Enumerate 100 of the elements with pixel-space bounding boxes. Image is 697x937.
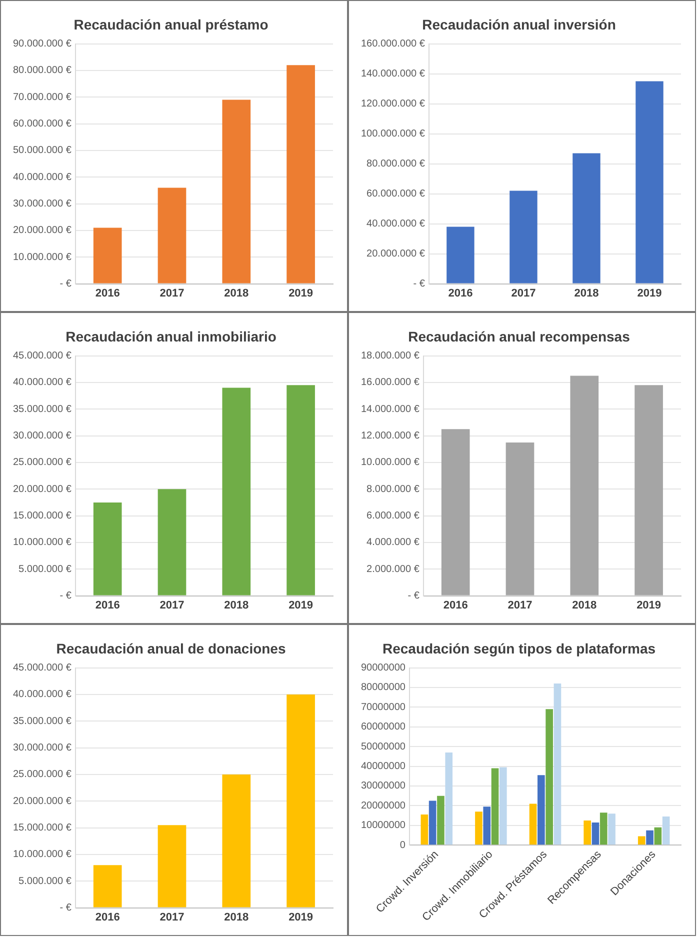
chart-title: Recaudación anual inmobiliario: [66, 328, 276, 344]
y-tick-label: 40.000.000 €: [13, 172, 72, 183]
bar: [546, 709, 553, 845]
y-tick-label: - €: [413, 278, 426, 290]
bar: [93, 865, 122, 908]
y-tick-label: 90000000: [360, 662, 406, 674]
y-tick-label: 70.000.000 €: [13, 92, 72, 103]
y-tick-label: 40.000.000 €: [366, 218, 426, 230]
y-tick-label: 30.000.000 €: [13, 198, 72, 210]
y-tick-label: 45.000.000 €: [13, 662, 72, 674]
y-tick-label: 15.000.000 €: [13, 822, 72, 834]
y-tick-label: 35.000.000 €: [13, 716, 72, 727]
y-tick-label: 30.000.000 €: [13, 430, 72, 442]
bar: [222, 100, 251, 284]
bar: [286, 694, 315, 908]
bar: [638, 836, 646, 845]
y-tick-label: 100.000.000 €: [360, 128, 426, 140]
bar: [445, 752, 453, 845]
y-tick-label: 25.000.000 €: [13, 769, 72, 780]
y-tick-label: 80.000.000 €: [13, 65, 72, 76]
x-tick-label: 2016: [95, 287, 120, 300]
y-tick-label: 60.000.000 €: [13, 118, 72, 130]
y-tick-label: 50000000: [360, 741, 406, 752]
y-tick-label: 45.000.000 €: [13, 350, 72, 362]
bar: [662, 816, 670, 845]
y-tick-label: 60.000.000 €: [366, 188, 426, 200]
chart-title: Recaudación anual préstamo: [74, 16, 268, 32]
bar: [483, 806, 491, 845]
y-tick-label: 18.000.000 €: [361, 350, 420, 362]
x-tick-label: 2019: [288, 911, 314, 924]
x-tick-label: 2017: [160, 911, 184, 924]
y-tick-label: 50.000.000 €: [13, 145, 72, 156]
bar: [158, 825, 186, 908]
x-tick-label: 2018: [574, 287, 599, 300]
y-tick-label: 12.000.000 €: [361, 430, 420, 442]
x-tick-label: 2018: [224, 911, 249, 924]
bar: [93, 502, 122, 596]
y-tick-label: 40.000.000 €: [13, 689, 72, 700]
y-tick-label: 80.000.000 €: [366, 158, 426, 170]
x-tick-label: 2016: [448, 287, 473, 300]
y-tick-label: 10.000.000 €: [13, 537, 72, 548]
y-tick-label: 20000000: [360, 800, 406, 812]
bar: [499, 767, 507, 845]
y-tick-label: - €: [60, 590, 72, 602]
x-tick-label: 2017: [160, 287, 184, 300]
y-tick-label: 80000000: [360, 682, 406, 694]
y-tick-label: 20.000.000 €: [13, 796, 72, 807]
bar: [646, 830, 654, 845]
x-tick-label: 2019: [288, 599, 314, 612]
x-tick-label: 2016: [443, 599, 468, 612]
y-tick-label: 15.000.000 €: [13, 510, 72, 522]
y-tick-label: 40.000.000 €: [13, 377, 72, 388]
y-tick-label: 35.000.000 €: [13, 404, 72, 415]
x-tick-label: 2019: [637, 287, 662, 300]
y-tick-label: 10000000: [360, 820, 406, 832]
y-tick-label: 20.000.000 €: [366, 248, 426, 260]
y-tick-label: 5.000.000 €: [18, 876, 72, 887]
chart-title: Recaudación anual inversión: [422, 16, 616, 32]
y-tick-label: 8.000.000 €: [366, 484, 420, 495]
bar: [222, 774, 251, 908]
bar: [286, 385, 315, 596]
bar: [570, 376, 599, 596]
y-tick-label: 40000000: [360, 761, 406, 772]
bar: [634, 385, 663, 596]
y-tick-label: 25.000.000 €: [13, 457, 72, 468]
bar: [584, 820, 591, 845]
y-tick-label: 30000000: [360, 780, 406, 792]
chart-title: Recaudación anual de donaciones: [56, 640, 286, 656]
y-tick-label: 5.000.000 €: [18, 564, 72, 575]
y-tick-label: 10.000.000 €: [13, 849, 72, 860]
bar: [510, 190, 538, 284]
bar: [286, 65, 315, 284]
y-tick-label: 60000000: [360, 722, 406, 733]
bar: [538, 775, 545, 845]
y-tick-label: 6.000.000 €: [366, 510, 420, 522]
bar: [222, 388, 251, 596]
chart-title: Recaudación según tipos de plataformas: [382, 640, 656, 656]
bar: [529, 804, 537, 845]
x-tick-label: 2017: [511, 287, 536, 300]
y-tick-label: 4.000.000 €: [366, 537, 420, 548]
x-tick-label: 2019: [288, 287, 314, 300]
bar: [420, 814, 428, 845]
x-tick-label: 2019: [636, 599, 662, 612]
y-tick-label: 160.000.000 €: [360, 38, 426, 50]
y-tick-label: - €: [60, 278, 72, 290]
y-tick-label: 0: [400, 840, 406, 851]
y-tick-label: 30.000.000 €: [13, 742, 72, 754]
bar: [654, 827, 662, 845]
bar: [158, 489, 186, 596]
y-tick-label: 16.000.000 €: [361, 377, 420, 388]
y-tick-label: 120.000.000 €: [360, 98, 426, 110]
y-tick-label: 10.000.000 €: [361, 457, 420, 468]
chart-title: Recaudación anual recompensas: [408, 328, 630, 344]
y-tick-label: 20.000.000 €: [13, 225, 72, 236]
y-tick-label: - €: [408, 590, 420, 602]
bar: [554, 684, 562, 845]
bar: [446, 226, 474, 284]
bar: [437, 796, 444, 845]
bar: [608, 814, 616, 845]
x-tick-label: 2018: [224, 287, 249, 300]
